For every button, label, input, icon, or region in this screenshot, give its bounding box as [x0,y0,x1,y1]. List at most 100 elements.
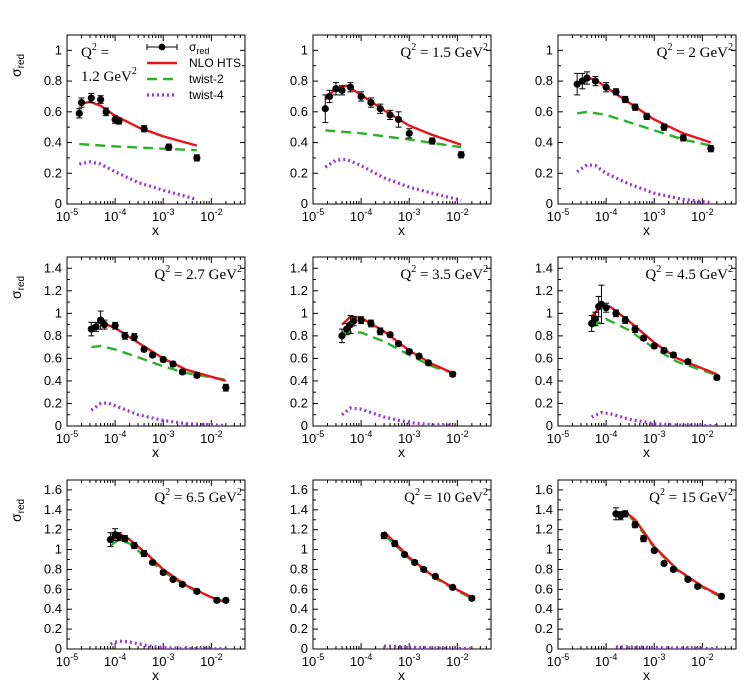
data-point [178,580,186,588]
y-tick-label: 0.2 [44,395,62,410]
x-tick-label: 10-5 [547,207,569,224]
panel-q2-4-5: 0 0.2 0.4 0.6 0.8 1 1.2 1.4 10-5 10-4 10-3 10-2 x Q2 … [535,256,737,460]
data-point [660,559,668,568]
twist4-curve [576,163,711,204]
twist4-curve [384,644,472,649]
data-point [121,535,129,543]
y-axis-title: σred [8,499,27,522]
q2-label: Q2 = 4.5 GeV2 [645,264,733,283]
y-tick-label: 0 [301,641,308,656]
data-point [121,332,129,340]
data-point [639,334,648,342]
y-tick-label: 0 [301,418,308,433]
y-tick-label: 0.4 [290,601,308,616]
x-tick-label: 10-2 [691,429,713,446]
data-point [643,112,651,121]
x-tick-label: 10-5 [56,652,78,669]
data-point [631,521,639,529]
x-tick-label: 10-5 [547,652,569,669]
y-axis-title: σred [8,276,27,299]
x-axis-title: x [398,444,405,460]
data-point [111,322,119,330]
data-point [159,568,167,577]
panel-q2-3-5: 0 0.2 0.4 0.6 0.8 1 1.2 1.4 10-5 10-4 10-3 10-2 x Q2 … [290,256,492,460]
data-point [405,348,413,356]
y-tick-label: 1.6 [290,482,308,497]
plot-area [321,82,465,202]
y-tick-label: 0.6 [290,104,308,119]
x-tick-label: 10-5 [302,429,324,446]
y-tick-label: 0.8 [44,73,62,88]
y-tick-label: 1 [55,305,62,320]
data-point [97,95,105,104]
y-tick-label: 0 [55,641,62,656]
data-point [102,108,110,116]
twist2-curve [576,110,712,147]
legend-data-label: σred [189,40,209,56]
x-tick-label: 10-3 [152,429,174,446]
x-tick-label: 10-4 [595,207,617,224]
plot-area [380,530,476,649]
y-tick-label: 0.6 [535,350,553,365]
y-tick-label: 1 [546,305,553,320]
data-point [405,129,413,137]
data-point [357,92,365,101]
data-point [321,105,329,113]
data-point [650,546,658,555]
data-point [639,535,648,543]
y-tick-label: 0.8 [290,561,308,576]
twist2-curve [325,129,462,149]
data-point [222,384,230,392]
x-tick-label: 10-2 [200,429,222,446]
data-point [457,151,465,159]
y-axis-title: σred [8,54,27,77]
data-point [140,549,148,558]
twist4-curve [90,401,226,426]
y-tick-label: 0.2 [535,395,553,410]
panel-q2-1-5: 0 0.2 0.4 0.6 0.8 1 10-5 10-4 10-3 10-2 x Q2 = 1.5 … [290,34,492,238]
data-point [346,83,355,91]
y-tick-label: 1 [546,542,553,557]
y-tick-label: 0.6 [44,104,62,119]
data-point [621,510,629,518]
y-tick-label: 0.4 [535,601,553,616]
data-point [713,373,721,382]
q2-label: Q2 = 6.5 GeV2 [154,487,242,506]
q2-label: Q2 = 10 GeV2 [404,487,488,506]
data-point [140,345,148,353]
x-axis-title: x [152,667,159,683]
y-tick-label: 1.2 [44,283,62,298]
legend-twist2-label: twist-2 [189,72,224,86]
panel-q2-10: 0 0.2 0.4 0.6 0.8 1 1.2 1.4 1.6 10-5 10-4 10-3 10-2 x… [290,479,492,683]
nlo-hts-curve [576,76,712,144]
plot-area [106,528,230,649]
data-point [400,550,409,559]
nlo-hts-curve [590,304,718,376]
y-tick-label: 1.2 [290,522,308,537]
data-point [717,592,726,600]
plot-area [75,92,201,201]
twist2-curve [109,538,227,604]
panel-q2-15: 0 0.2 0.4 0.6 0.8 1 1.2 1.4 1.6 10-5 10-4 10-3 10-2 x… [535,479,737,683]
panel-q2-2: 0 0.2 0.4 0.6 0.8 1 10-5 10-4 10-3 10-2 x Q2 = 2 Ge… [535,34,737,238]
data-point [660,346,668,355]
twist2-curve [91,344,227,381]
data-point [140,125,148,133]
data-point [75,109,83,117]
data-point [660,123,668,131]
y-tick-label: 1.6 [535,482,553,497]
y-tick-label: 1.6 [44,482,62,497]
y-tick-label: 0.2 [535,165,553,180]
x-axis-title: x [643,222,650,238]
q2-label-value: 1.2 GeV2 [81,66,137,85]
q2-label: Q2 = 2.7 GeV2 [154,264,242,283]
data-point [332,85,340,93]
data-point [193,371,201,379]
data-point [428,137,436,145]
data-point [130,542,138,550]
plot-area [87,310,230,426]
x-tick-label: 10-3 [643,207,665,224]
panel-q2-6-5: 0 0.2 0.4 0.6 0.8 1 1.2 1.4 1.6 10-5 10-4 10-3 10-2 x… [8,479,246,683]
y-tick-label: 1 [55,42,62,57]
twist4-curve [109,639,226,649]
